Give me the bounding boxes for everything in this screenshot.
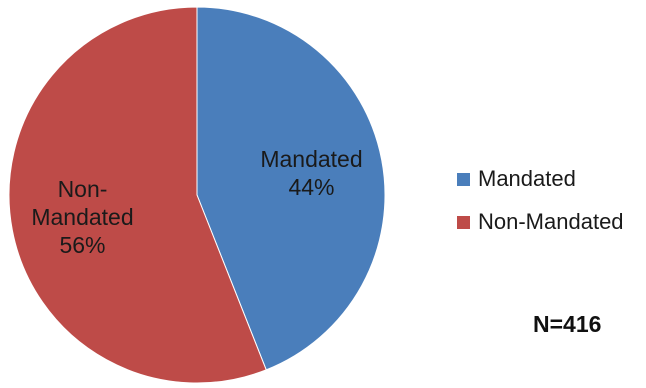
legend-item-mandated: Mandated <box>457 166 624 192</box>
legend: Mandated Non-Mandated <box>457 166 624 252</box>
legend-label-mandated: Mandated <box>478 166 576 192</box>
legend-swatch-non-mandated <box>457 216 470 229</box>
legend-label-non-mandated: Non-Mandated <box>478 209 624 235</box>
legend-swatch-mandated <box>457 173 470 186</box>
sample-size-annotation: N=416 <box>533 311 601 338</box>
legend-item-non-mandated: Non-Mandated <box>457 209 624 235</box>
